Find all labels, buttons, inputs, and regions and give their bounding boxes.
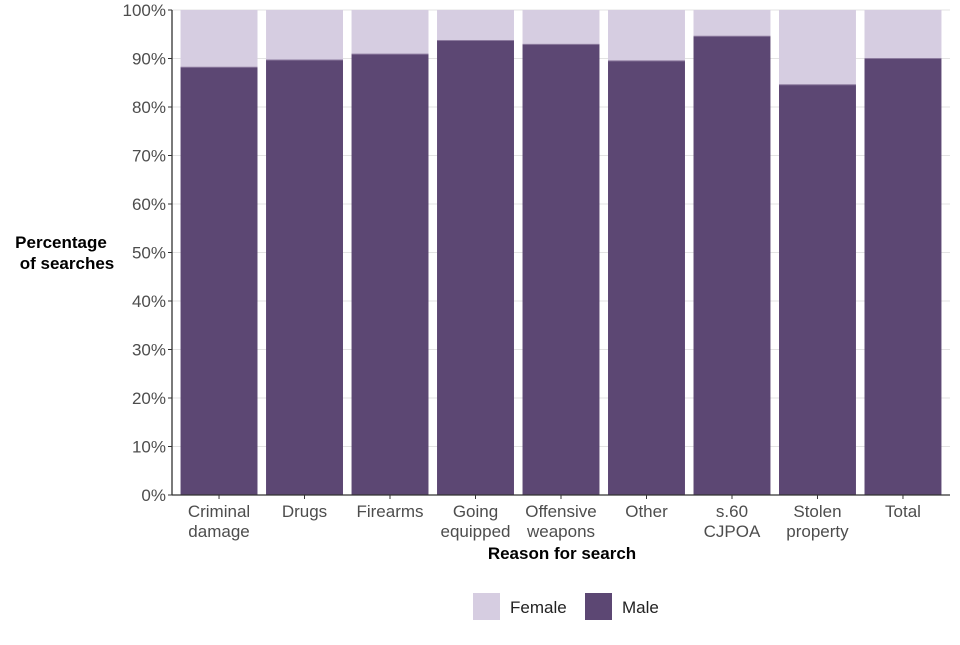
bar-male (437, 40, 514, 496)
legend: Female Male (473, 593, 659, 620)
bar-male (351, 54, 429, 495)
bar-female (608, 10, 685, 61)
x-tick-label: property (786, 522, 849, 541)
bar-female (864, 10, 942, 59)
x-tick-label: Offensive (525, 502, 597, 521)
x-tick-label: damage (188, 522, 249, 541)
bar-female (180, 10, 258, 68)
x-tick-label: s.60 (716, 502, 748, 521)
y-tick-label: 10% (132, 438, 166, 457)
y-tick-label: 50% (132, 244, 166, 263)
bar-female (522, 10, 600, 45)
x-tick-label: equipped (441, 522, 511, 541)
x-tick-label: Firearms (356, 502, 423, 521)
bar-female (351, 10, 429, 55)
bar-male (180, 67, 258, 495)
y-tick-label: 30% (132, 341, 166, 360)
bar-female (693, 10, 771, 37)
x-tick-label: Drugs (282, 502, 327, 521)
bar-female (779, 10, 856, 85)
x-tick-label: Other (625, 502, 668, 521)
legend-swatch-female (473, 593, 500, 620)
y-tick-label: 70% (132, 147, 166, 166)
y-tick-label: 40% (132, 292, 166, 311)
x-tick-label: Total (885, 502, 921, 521)
y-axis: 0% 10% 20% 30% 40% 50% 60% 70% 80% 90% 100% (123, 1, 173, 505)
bar-male (864, 58, 942, 495)
bar-female (266, 10, 343, 60)
bar-male (779, 84, 856, 495)
x-tick-label: Stolen (793, 502, 841, 521)
y-tick-label: 80% (132, 98, 166, 117)
legend-swatch-male (585, 593, 612, 620)
x-axis-label: Reason for search (488, 544, 636, 563)
y-axis-label-line1: Percentage (15, 233, 107, 252)
bars (180, 10, 942, 496)
x-tick-label: Going (453, 502, 498, 521)
bar-male (693, 36, 771, 495)
x-tick-label: CJPOA (704, 522, 761, 541)
y-tick-label: 60% (132, 195, 166, 214)
y-tick-label: 20% (132, 389, 166, 408)
legend-label-male: Male (622, 598, 659, 617)
y-axis-label-line2: of searches (20, 254, 115, 273)
y-tick-label: 100% (123, 1, 166, 20)
x-tick-label: weapons (526, 522, 595, 541)
bar-male (266, 59, 343, 496)
x-tick-label: Criminal (188, 502, 250, 521)
bar-male (522, 44, 600, 496)
y-tick-label: 90% (132, 50, 166, 69)
bar-male (608, 60, 685, 496)
y-tick-label: 0% (141, 486, 166, 505)
legend-label-female: Female (510, 598, 567, 617)
bar-female (437, 10, 514, 41)
